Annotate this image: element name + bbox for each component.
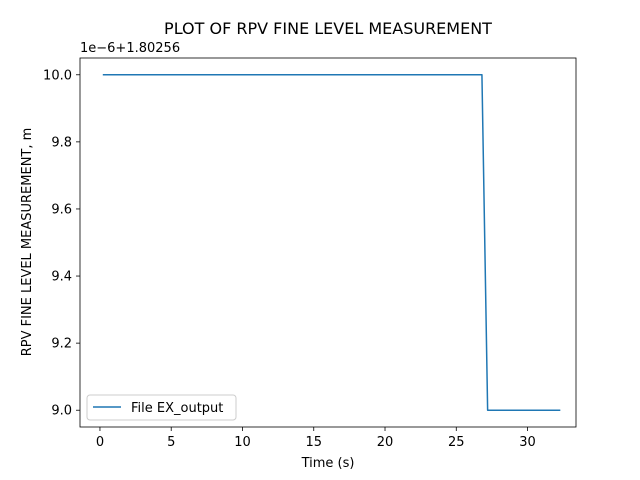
axis-ticks: 0 5 10 15 20 25 30 9.0 9.2 9.4 9.6 9.8 10.0 — [43, 68, 536, 450]
x-tick-label: 0 — [96, 435, 104, 450]
legend-box — [86, 394, 237, 421]
x-tick-label: 20 — [377, 435, 394, 450]
x-tick-label: 25 — [448, 435, 465, 450]
y-tick-label: 10.0 — [43, 68, 72, 83]
series-layer — [102, 74, 561, 411]
y-tick-label: 9.2 — [51, 337, 72, 352]
x-tick-label: 15 — [305, 435, 322, 450]
y-axis-label: RPV FINE LEVEL MEASUREMENT, m — [20, 128, 35, 357]
chart-title: PLOT OF RPV FINE LEVEL MEASUREMENT — [164, 19, 492, 38]
x-axis-label: Time (s) — [301, 456, 355, 471]
y-tick-label: 9.6 — [51, 202, 72, 217]
plot-area — [79, 57, 577, 428]
x-tick-label: 30 — [519, 435, 536, 450]
x-tick-label: 10 — [234, 435, 251, 450]
x-tick-label: 5 — [167, 435, 175, 450]
y-tick-label: 9.8 — [51, 135, 72, 150]
y-axis-offset-label: 1e−6+1.80256 — [80, 41, 180, 56]
legend-label: File EX_output — [131, 401, 223, 416]
series-line — [102, 74, 561, 411]
plot-frame — [79, 57, 577, 428]
y-tick-label: 9.0 — [51, 404, 72, 419]
legend: File EX_output — [86, 394, 237, 421]
y-tick-label: 9.4 — [51, 270, 72, 285]
